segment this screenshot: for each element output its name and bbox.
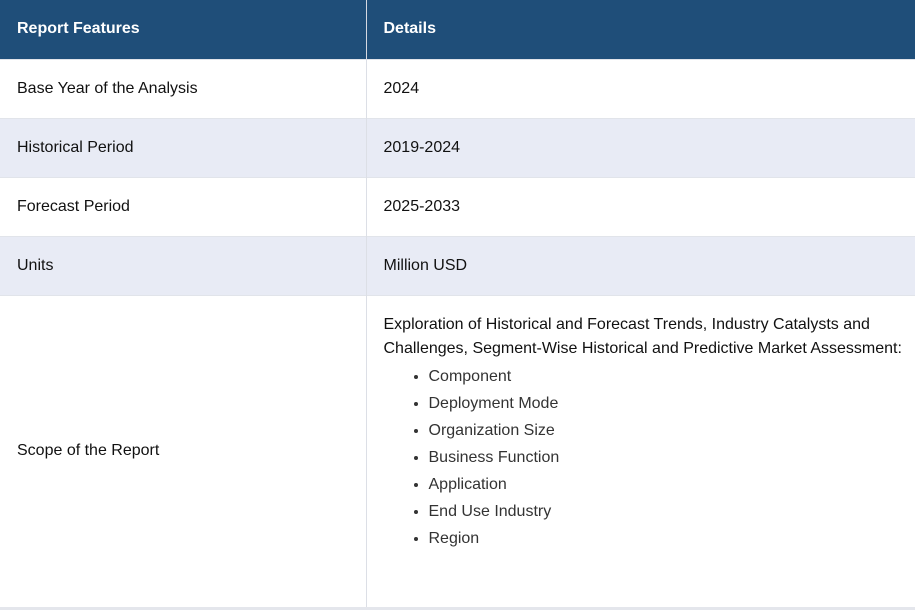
- feature-cell: Units: [0, 235, 367, 295]
- list-item: End Use Industry: [429, 498, 915, 525]
- scope-feature-cell: Scope of the Report: [0, 294, 367, 610]
- detail-cell: 2024: [366, 58, 915, 118]
- header-details: Details: [366, 0, 915, 59]
- feature-cell: Forecast Period: [0, 176, 367, 236]
- scope-detail-cell: Exploration of Historical and Forecast T…: [366, 294, 915, 610]
- list-item: Business Function: [429, 444, 915, 471]
- list-item: Deployment Mode: [429, 390, 915, 417]
- list-item: Component: [429, 363, 915, 390]
- table-row: Base Year of the Analysis 2024: [0, 58, 915, 118]
- list-item: Organization Size: [429, 417, 915, 444]
- table-row: Forecast Period 2025-2033: [0, 176, 915, 236]
- feature-cell: Historical Period: [0, 117, 367, 177]
- feature-cell: Base Year of the Analysis: [0, 58, 367, 118]
- detail-cell: 2019-2024: [366, 117, 915, 177]
- list-item: Region: [429, 525, 915, 552]
- detail-cell: 2025-2033: [366, 176, 915, 236]
- scope-intro-text: Exploration of Historical and Forecast T…: [383, 315, 902, 357]
- table-row: Units Million USD: [0, 235, 915, 295]
- header-report-features: Report Features: [0, 0, 367, 59]
- scope-row: Scope of the Report Exploration of Histo…: [0, 294, 915, 610]
- table-row: Historical Period 2019-2024: [0, 117, 915, 177]
- list-item: Application: [429, 471, 915, 498]
- scope-segment-list: Component Deployment Mode Organization S…: [384, 363, 915, 552]
- detail-cell: Million USD: [366, 235, 915, 295]
- table-header-row: Report Features Details: [0, 0, 915, 59]
